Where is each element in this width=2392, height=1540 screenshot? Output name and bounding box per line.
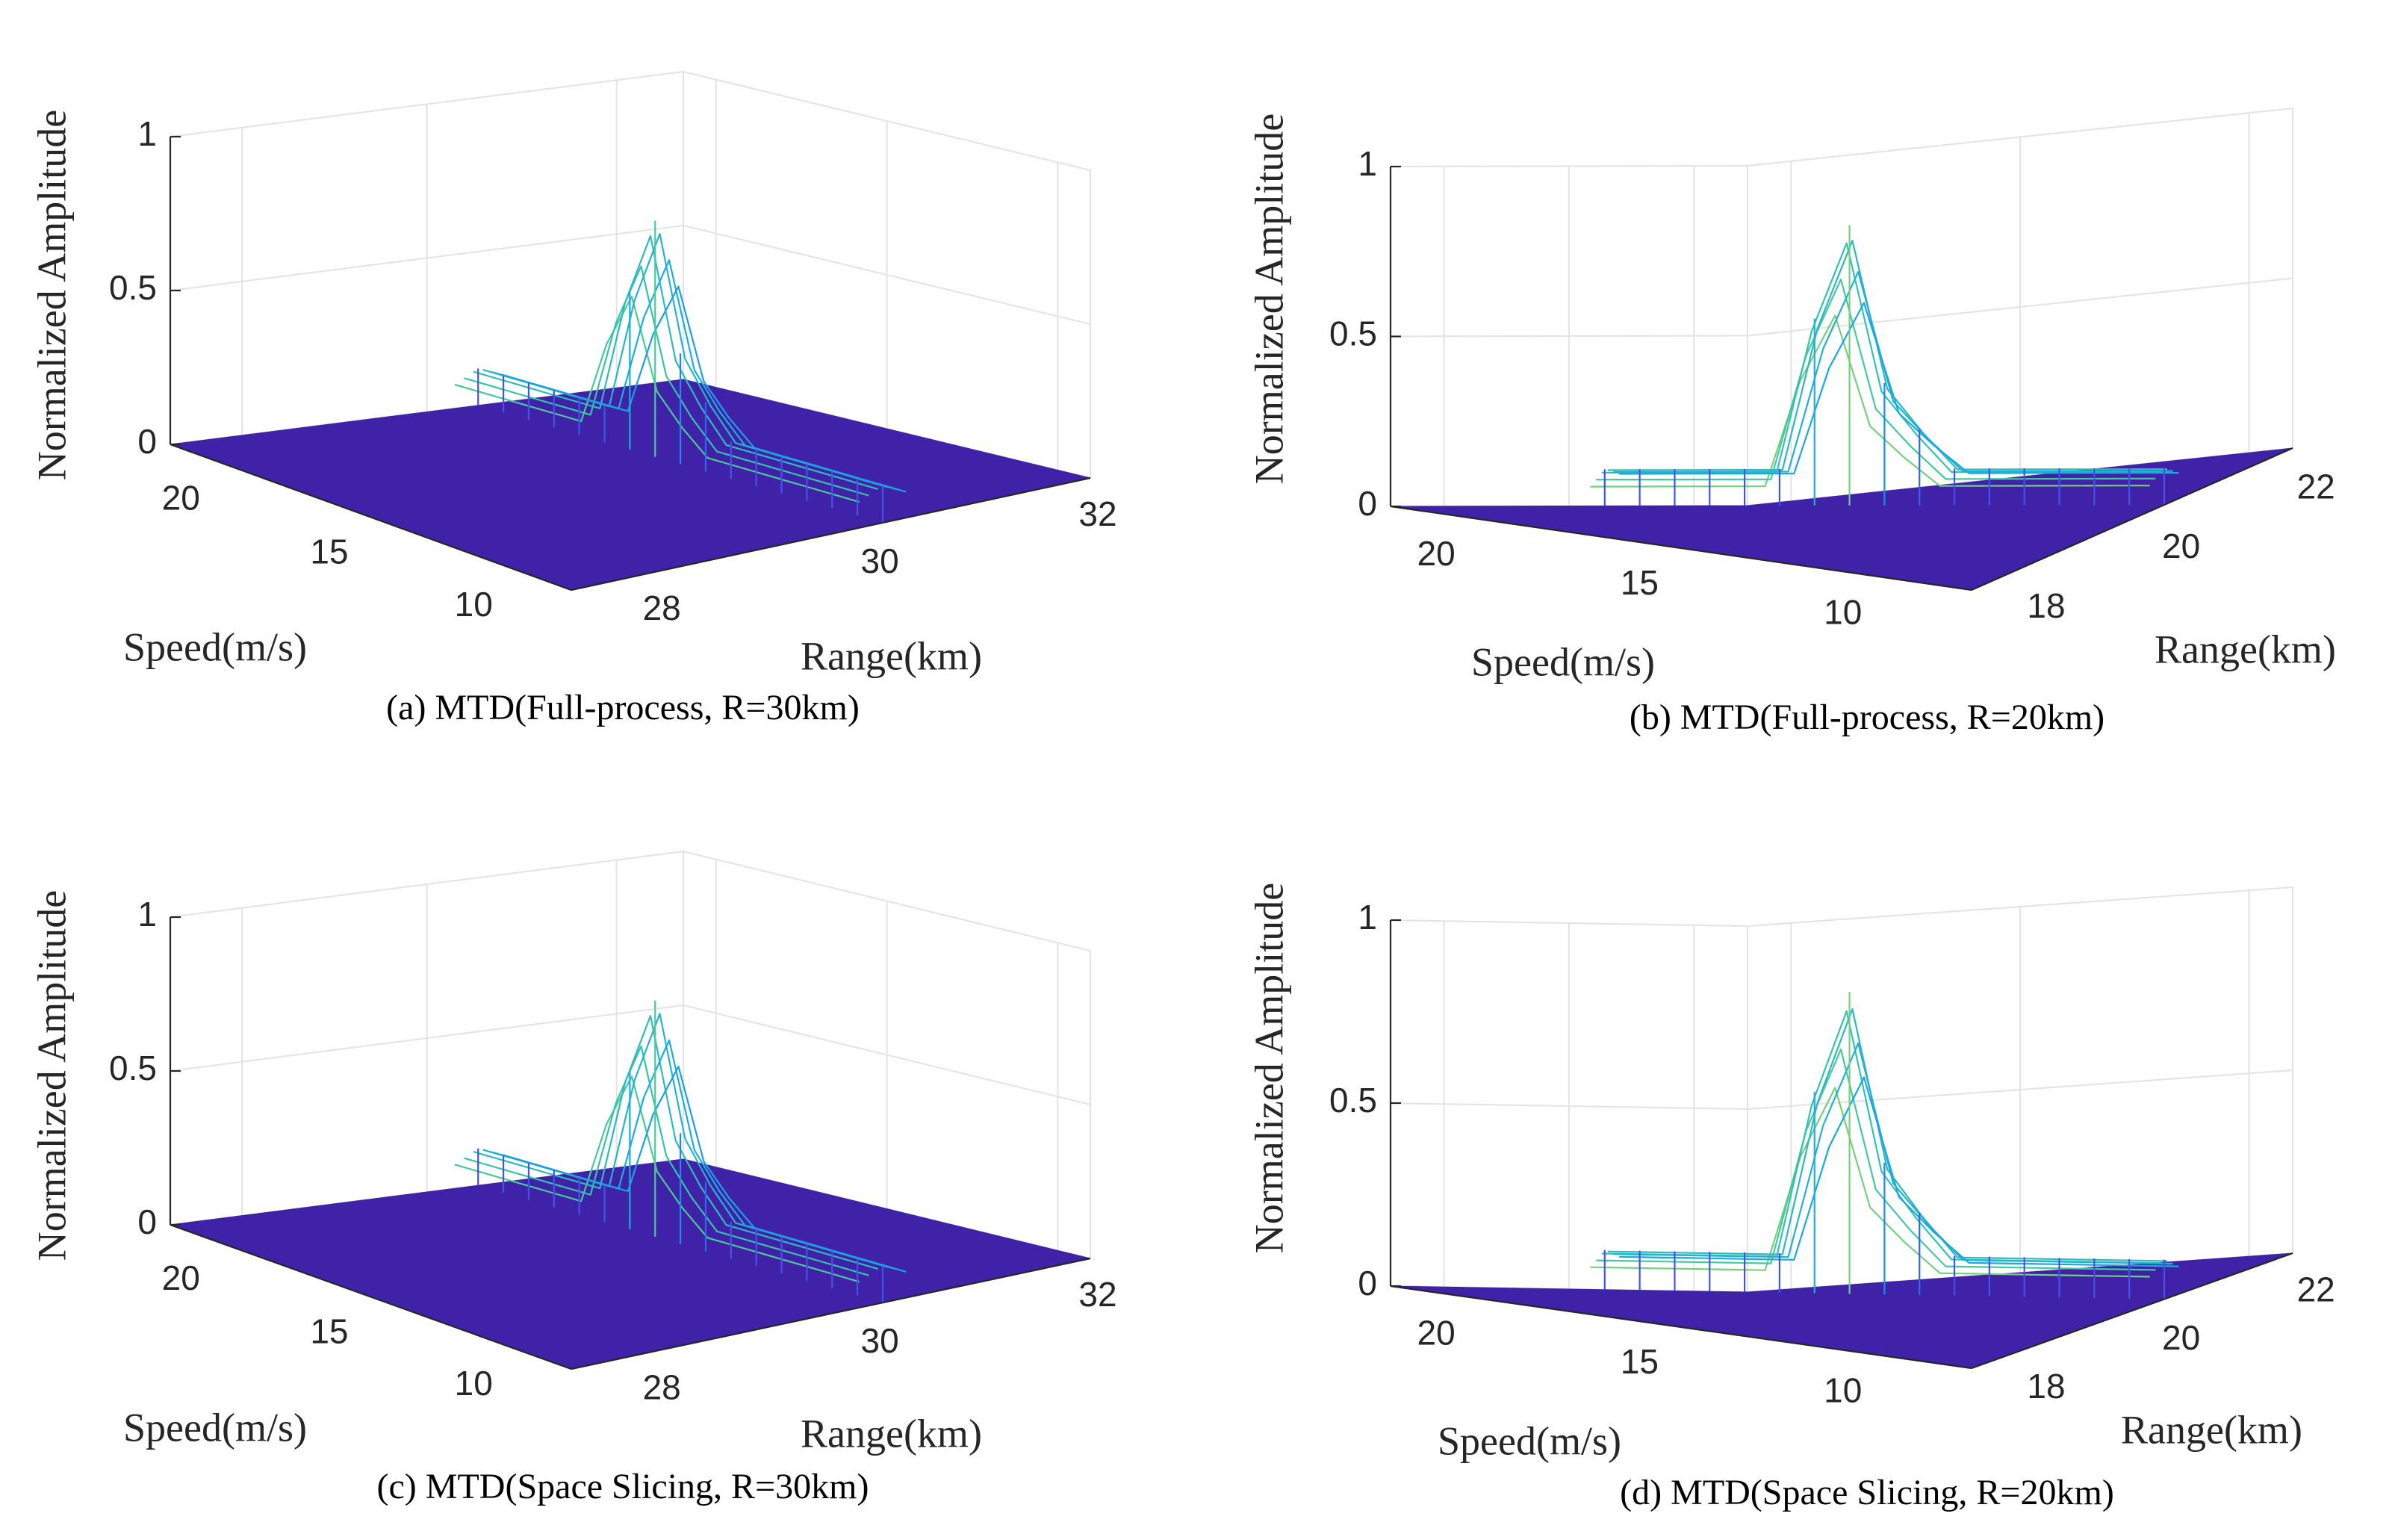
mesh-line xyxy=(454,1075,860,1283)
chart-panel-d: 0 0.5 1 20 15 10 18 20 22 Normalized Amplitude Spe… xyxy=(1246,883,2334,1512)
z-tick-label: 0.5 xyxy=(109,1049,157,1087)
speed-tick-label: 10 xyxy=(455,585,493,624)
z-tick-label: 0.5 xyxy=(1329,314,1377,353)
range-tick-label: 20 xyxy=(2162,1318,2200,1357)
range-tick-label: 32 xyxy=(1078,494,1116,533)
z-tick-label: 0 xyxy=(1358,484,1377,523)
z-tick-label: 1 xyxy=(1358,144,1377,183)
mesh-line xyxy=(1619,1076,2179,1267)
mesh-line xyxy=(1607,1007,2167,1262)
speed-axis-line xyxy=(170,1223,572,1370)
z-axis-label: Normalized Amplitude xyxy=(1246,114,1291,484)
range-tick-label: 18 xyxy=(2027,586,2065,625)
mesh-line xyxy=(454,296,860,503)
chart-panel-b: 0 0.5 1 20 15 10 18 20 22 Normalized Amplitude Spe… xyxy=(1246,107,2336,737)
z-tick-label: 1 xyxy=(1358,898,1377,937)
z-tick-label: 0 xyxy=(137,1202,157,1241)
speed-tick-label: 20 xyxy=(162,1258,200,1297)
z-tick-label: 0 xyxy=(1358,1264,1377,1303)
panel-caption: (a) MTD(Full-process, R=30km) xyxy=(386,688,860,727)
mesh-line xyxy=(464,1045,869,1276)
mesh-line xyxy=(1613,1042,2173,1265)
z-axis-label: Normalized Amplitude xyxy=(29,110,74,480)
mesh-line xyxy=(1619,302,2179,475)
speed-tick-label: 15 xyxy=(310,533,348,571)
z-tick-label: 1 xyxy=(137,114,157,153)
surface-mesh xyxy=(1590,992,2179,1300)
mesh-line xyxy=(473,235,879,490)
chart-panel-a: 0 0.5 1 20 15 10 28 30 32 Normalized Amplitude Spe… xyxy=(29,70,1117,727)
z-axis-label: Normalized Amplitude xyxy=(29,890,74,1261)
mesh-line xyxy=(1596,279,2156,481)
z-gridline xyxy=(1390,277,2293,338)
range-tick-label: 22 xyxy=(2297,1270,2335,1308)
speed-axis-label: Speed(m/s) xyxy=(123,624,307,669)
range-tick-label: 32 xyxy=(1078,1275,1116,1314)
floor-surface xyxy=(1390,1252,2293,1369)
range-tick-label: 30 xyxy=(861,1321,899,1360)
speed-tick-label: 20 xyxy=(1417,1314,1456,1353)
z-tick-label: 0 xyxy=(137,422,157,461)
speed-tick-label: 20 xyxy=(162,479,200,518)
surface-mesh xyxy=(454,1000,907,1303)
range-axis-label: Range(km) xyxy=(801,1411,982,1456)
range-tick-label: 18 xyxy=(2027,1367,2065,1406)
mesh-line xyxy=(1590,1087,2150,1278)
z-gridline xyxy=(170,224,1091,325)
panel-caption: (b) MTD(Full-process, R=20km) xyxy=(1630,698,2104,737)
speed-tick-label: 15 xyxy=(1621,1342,1659,1381)
speed-axis-line xyxy=(170,443,572,592)
mesh-line xyxy=(1596,1049,2156,1271)
range-axis-label: Range(km) xyxy=(2155,627,2336,671)
speed-tick-label: 10 xyxy=(1824,1371,1862,1410)
range-axis-line xyxy=(1971,1252,2293,1370)
speed-tick-label: 15 xyxy=(310,1312,348,1351)
z-tick-label: 1 xyxy=(137,895,157,934)
surface-mesh xyxy=(454,220,907,523)
mesh-line xyxy=(464,265,869,497)
range-tick-label: 22 xyxy=(2297,467,2335,506)
speed-tick-label: 15 xyxy=(1621,563,1659,602)
speed-axis-label: Speed(m/s) xyxy=(1438,1418,1621,1463)
range-axis-label: Range(km) xyxy=(2121,1407,2302,1452)
speed-axis-label: Speed(m/s) xyxy=(1471,639,1655,684)
range-axis-line xyxy=(1971,447,2293,592)
mesh-line xyxy=(1613,270,2173,474)
mesh-line xyxy=(473,1015,879,1270)
range-axis-line xyxy=(571,476,1091,592)
range-tick-label: 20 xyxy=(2162,527,2200,565)
mesh-line xyxy=(501,1065,907,1273)
range-axis-label: Range(km) xyxy=(801,633,982,678)
range-tick-label: 28 xyxy=(643,1367,681,1406)
mesh-line xyxy=(501,285,907,493)
range-tick-label: 28 xyxy=(643,589,681,627)
range-tick-label: 30 xyxy=(861,541,899,580)
mesh-line xyxy=(1607,240,2167,471)
z-axis-label: Normalized Amplitude xyxy=(1246,883,1291,1253)
speed-axis-label: Speed(m/s) xyxy=(123,1405,307,1450)
z-gridline xyxy=(170,1004,1091,1105)
speed-tick-label: 10 xyxy=(1824,592,1862,631)
z-gridline xyxy=(1390,1069,2293,1111)
panel-caption: (c) MTD(Space Slicing, R=30km) xyxy=(377,1467,869,1506)
panel-caption: (d) MTD(Space Slicing, R=20km) xyxy=(1620,1473,2114,1512)
z-tick-label: 0.5 xyxy=(109,268,157,307)
range-axis-line xyxy=(571,1257,1091,1370)
mesh-line xyxy=(1590,314,2150,488)
speed-tick-label: 10 xyxy=(455,1364,493,1403)
grid-lines xyxy=(1390,886,2293,1294)
speed-axis-line xyxy=(1390,505,1972,592)
z-tick-label: 0.5 xyxy=(1329,1081,1377,1120)
surface-mesh xyxy=(1590,225,2179,506)
speed-axis-line xyxy=(1390,1285,1972,1370)
speed-tick-label: 20 xyxy=(1417,534,1456,573)
chart-panel-c: 0 0.5 1 20 15 10 28 30 32 Normalized Amplitude Spe… xyxy=(29,850,1117,1506)
